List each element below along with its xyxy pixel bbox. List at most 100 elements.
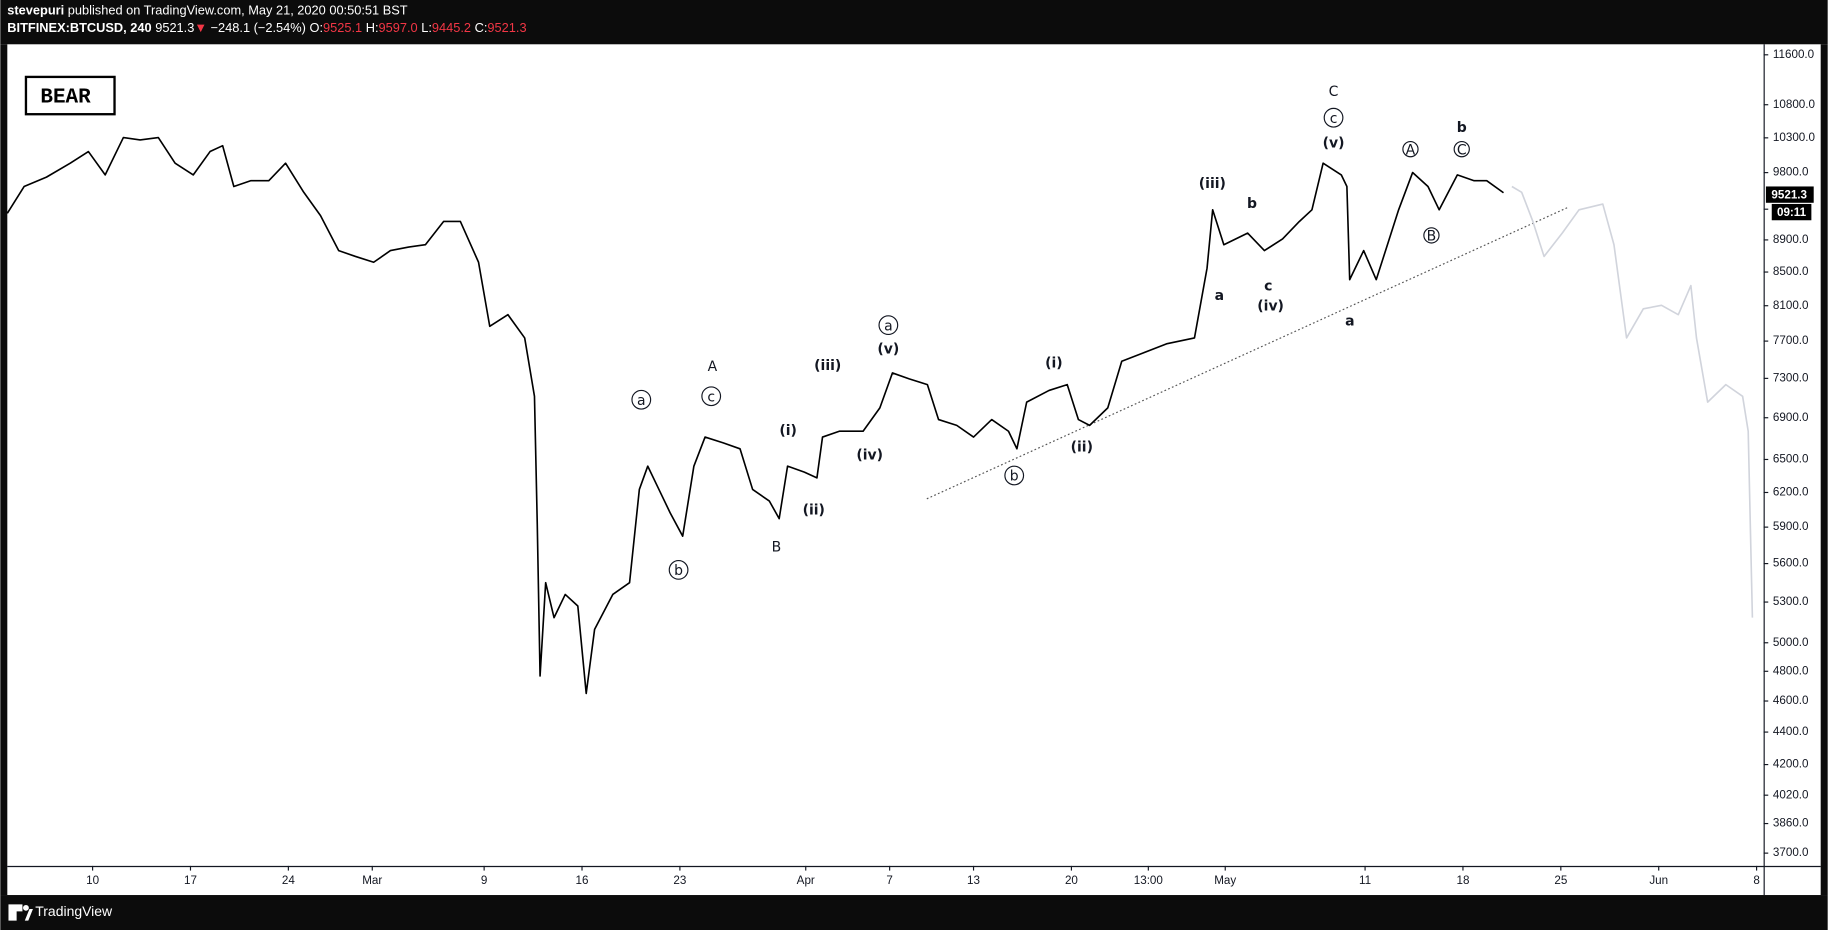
y-tick-label: 7700.0 [1773, 334, 1809, 347]
y-tick-label: 6500.0 [1773, 453, 1809, 466]
wave-label: C [1329, 84, 1339, 100]
y-tick-label: 6200.0 [1773, 486, 1809, 499]
wave-circle [1004, 465, 1025, 486]
header-bar [0, 0, 1828, 45]
x-tick-label: 10 [86, 874, 99, 887]
y-tick-label: 4800.0 [1773, 664, 1809, 677]
left-edge [0, 44, 8, 896]
plot: 11600.010800.010300.09800.09300.08900.08… [6, 48, 1816, 887]
y-tick-label: 4020.0 [1773, 788, 1809, 801]
wave-circle [1323, 107, 1344, 128]
x-tick-label: May [1214, 874, 1236, 887]
countdown: 09:11 [1777, 206, 1807, 219]
wave-label: (iv) [1257, 299, 1284, 315]
x-tick-label: 9 [481, 874, 487, 887]
wave-label: (ii) [803, 502, 825, 518]
wave-label: (iv) [856, 448, 883, 464]
wave-label: (iii) [1199, 176, 1226, 192]
wave-label: b [674, 563, 683, 579]
wave-label: b [1010, 469, 1019, 485]
wave-label: B [772, 540, 782, 556]
countdown-box [1771, 203, 1812, 221]
wave-label: (iii) [814, 358, 841, 374]
x-tick-label: 20 [1065, 874, 1078, 887]
price-badge-box [1765, 186, 1814, 203]
price-line [1511, 185, 1754, 618]
y-tick-label: 11600.0 [1773, 48, 1815, 61]
x-tick-label: 13 [967, 874, 980, 887]
y-tick-label: 5000.0 [1773, 636, 1809, 649]
open: 9525.1 [323, 21, 362, 36]
wave-label: (ii) [1071, 440, 1093, 456]
x-tick-label: 7 [886, 874, 892, 887]
close-label: C: [475, 21, 488, 36]
wave-label: a [884, 318, 893, 334]
x-tick-label: 25 [1554, 874, 1567, 887]
close: 9521.3 [487, 21, 526, 36]
x-tick-label: 8 [1753, 874, 1759, 887]
wave-label: (i) [1045, 356, 1063, 372]
x-tick-label: Mar [362, 874, 382, 887]
wave-label: c [1330, 111, 1338, 127]
wave-label: B [1427, 229, 1437, 245]
badge-box [24, 75, 116, 116]
x-tick-label: 11 [1359, 874, 1371, 887]
y-tick-label: 8900.0 [1773, 233, 1809, 246]
footer-bar [0, 895, 1828, 930]
high-label: H: [366, 21, 379, 36]
header-line: stevepuri published on TradingView.com, … [7, 3, 407, 18]
y-tick-label: 3700.0 [1773, 846, 1809, 859]
x-tick-label: Jun [1649, 874, 1668, 887]
logo [8, 904, 33, 921]
wave-label: A [708, 359, 718, 375]
y-tick-label: 4200.0 [1773, 758, 1809, 771]
symbol: BITFINEX:BTCUSD, 240 [7, 21, 151, 36]
y-tick-label: 8500.0 [1773, 265, 1809, 278]
x-tick-label: 24 [282, 874, 295, 887]
y-tick-label: 4400.0 [1773, 725, 1809, 738]
last-price: 9521.3 [155, 21, 194, 36]
published: published on TradingView.com, May 21, 20… [68, 3, 408, 18]
footer-brand: TradingView [35, 903, 113, 919]
wave-label: a [637, 393, 646, 409]
x-tick-label: 17 [184, 874, 197, 887]
wave-circle [1423, 227, 1440, 244]
wave-label: b [1457, 120, 1467, 136]
wave-label: A [1406, 142, 1416, 158]
legend-line: BITFINEX:BTCUSD, 240 9521.3▼ −248.1 (−2.… [7, 21, 526, 36]
low-label: L: [421, 21, 432, 36]
y-tick-label: 4600.0 [1773, 694, 1809, 707]
y-tick-label: 5600.0 [1773, 557, 1809, 570]
author: stevepuri [7, 3, 64, 18]
price-badge: 9521.3 [1771, 188, 1807, 201]
arrow: ▼ [194, 21, 207, 36]
x-tick-label: 13:00 [1134, 874, 1164, 887]
wave-label: (i) [779, 423, 797, 439]
open-label: O: [309, 21, 323, 36]
y-tick-label: 9800.0 [1773, 166, 1809, 179]
y-tick-label: 5300.0 [1773, 595, 1809, 608]
x-tick-label: Apr [797, 874, 815, 887]
y-tick-label: 6900.0 [1773, 411, 1809, 424]
wave-circle [668, 559, 689, 580]
y-tick-label: 10800.0 [1773, 98, 1816, 111]
wave-circle [1453, 141, 1470, 158]
y-tick-label: 8100.0 [1773, 299, 1809, 312]
wave-label: a [1345, 314, 1354, 330]
badge: BEAR [40, 86, 91, 109]
wave-label: a [1215, 288, 1224, 304]
trendline [926, 206, 1569, 500]
low: 9445.2 [432, 21, 471, 36]
y-tick-label: 3860.0 [1773, 817, 1809, 830]
price-line [6, 136, 1504, 695]
y-tick-label: 7300.0 [1773, 371, 1809, 384]
x-tick-label: 16 [576, 874, 589, 887]
wave-circle [631, 389, 652, 410]
change: −248.1 (−2.54%) [211, 21, 306, 36]
x-tick-label: 23 [673, 874, 686, 887]
wave-label: b [1247, 196, 1257, 212]
right-edge [1820, 44, 1828, 896]
wave-label: (v) [1323, 135, 1345, 151]
wave-circle [701, 386, 722, 407]
